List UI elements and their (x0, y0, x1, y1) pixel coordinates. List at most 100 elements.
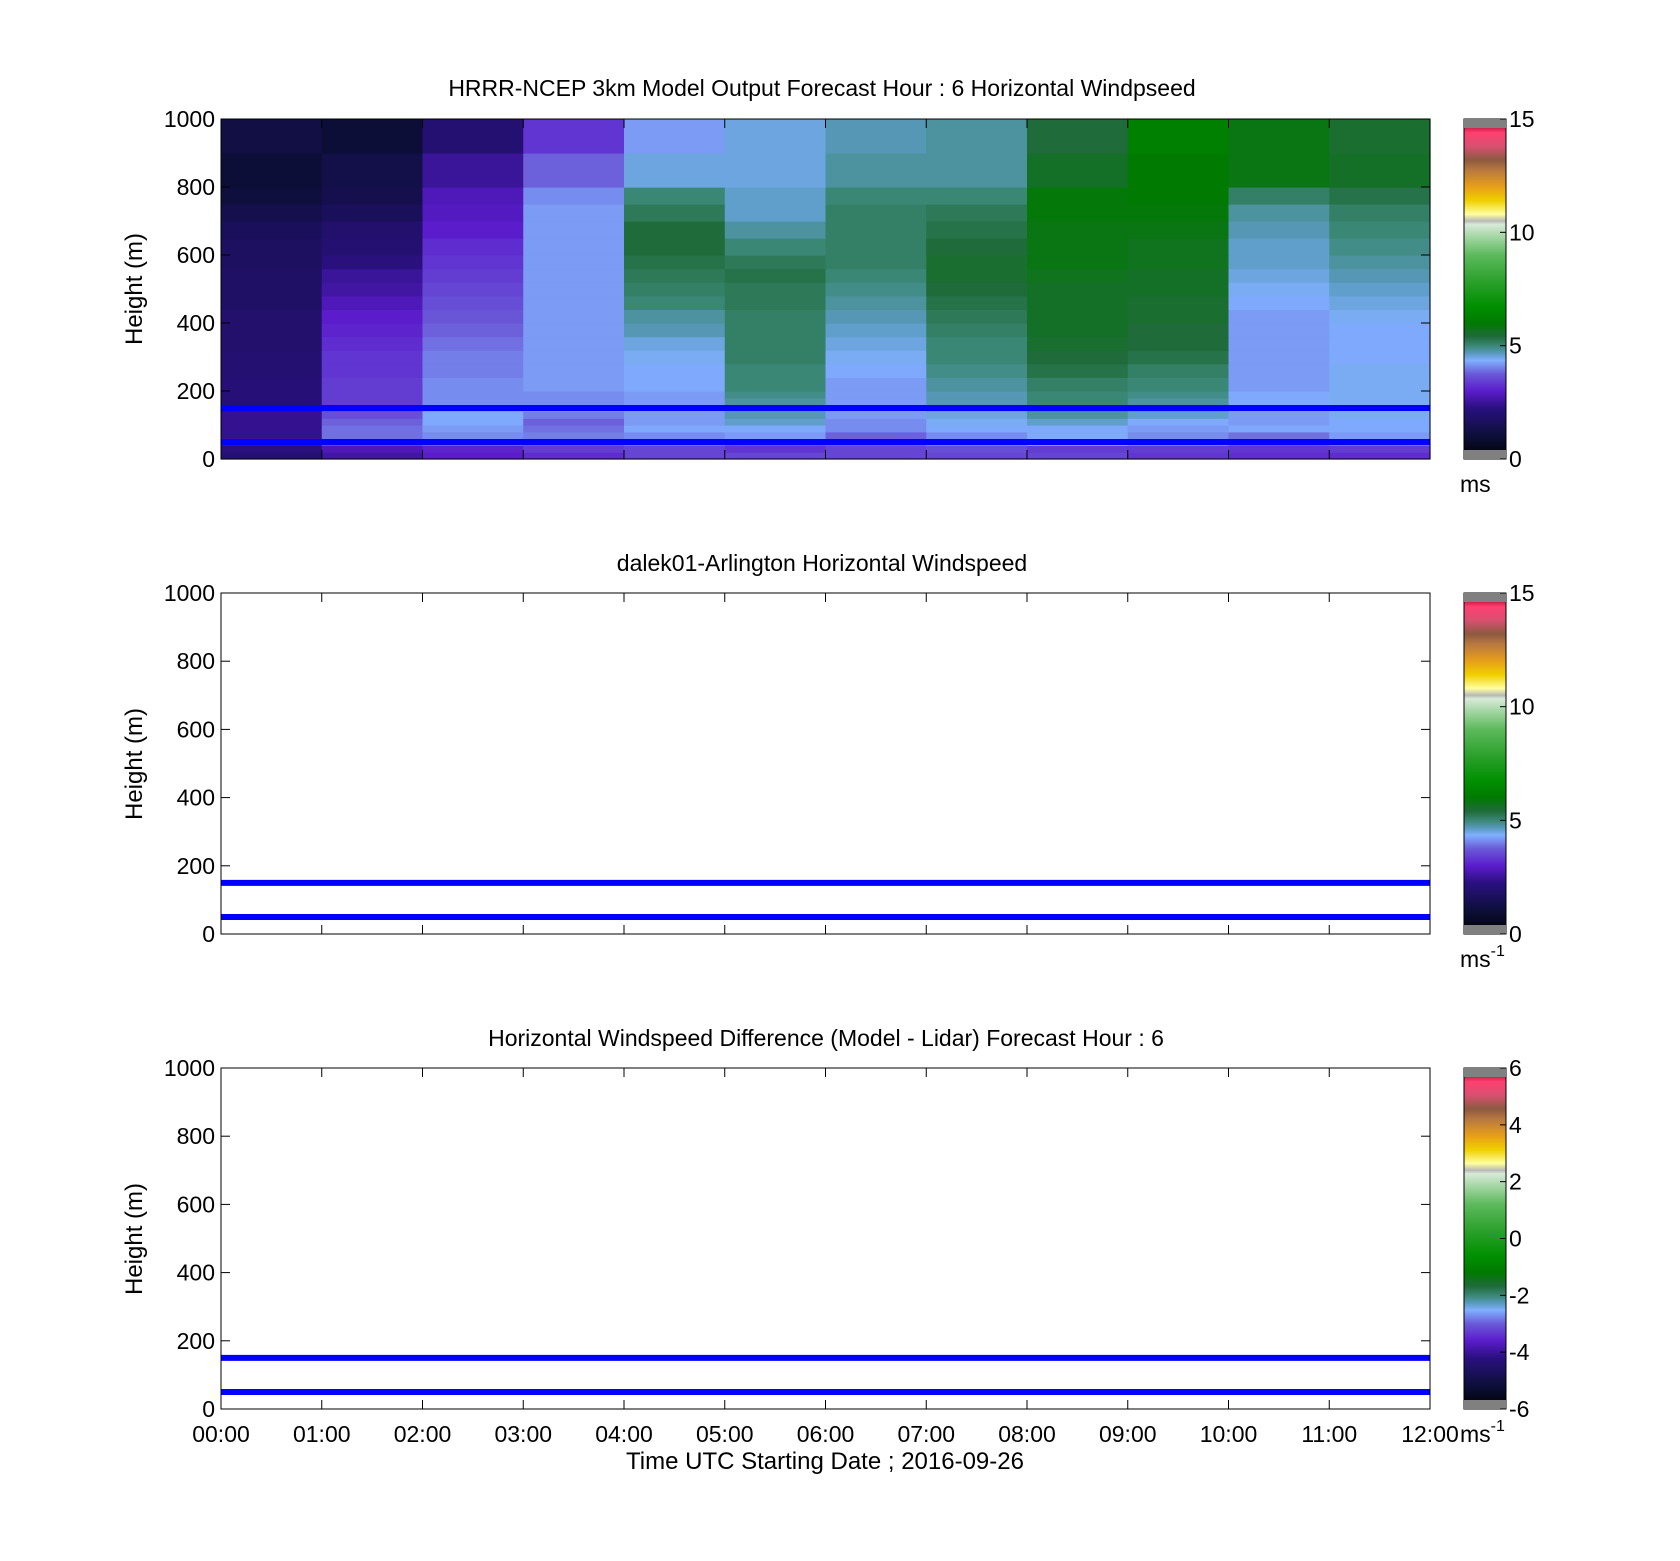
y-tick-label: 1000 (164, 580, 215, 606)
heatmap-cell (221, 445, 323, 453)
heatmap-cell (624, 350, 726, 365)
heatmap-cell (624, 363, 726, 378)
heatmap-cell (321, 268, 424, 283)
heatmap-cell (523, 119, 625, 154)
heatmap-cell (1127, 323, 1230, 338)
x-axis-label: Time UTC Starting Date ; 2016-09-26 (626, 1448, 1024, 1475)
heatmap-cell (724, 418, 827, 426)
heatmap-cell (1228, 268, 1330, 283)
heatmap-cell (422, 418, 524, 426)
heatmap-cell (1329, 336, 1431, 351)
heatmap-cell (624, 336, 726, 351)
heatmap-cell (1027, 336, 1129, 351)
heatmap-cell (422, 397, 524, 406)
heatmap-cell (1329, 397, 1431, 406)
heatmap-cell (321, 295, 424, 310)
heatmap-cell (926, 425, 1028, 433)
heatmap-cell (523, 425, 625, 433)
heatmap-cell (422, 452, 524, 460)
heatmap-cell (422, 309, 524, 324)
heatmap-cell (221, 238, 323, 256)
heatmap-cell (523, 418, 625, 426)
heatmap-cell (321, 309, 424, 324)
heatmap-cell (221, 336, 323, 351)
heatmap-cell (422, 282, 524, 297)
heatmap-cell (926, 119, 1028, 154)
heatmap-cell (926, 238, 1028, 256)
y-tick-label: 1000 (164, 106, 215, 132)
colorbar-tick-label: 10 (1509, 694, 1535, 720)
heatmap-cell (1027, 204, 1129, 222)
heatmap-cell (825, 282, 927, 297)
heatmap-cell (724, 411, 827, 419)
heatmap-cell (1228, 309, 1330, 324)
heatmap-cell (221, 282, 323, 297)
heatmap-cell (724, 397, 827, 406)
heatmap-cell (926, 187, 1028, 205)
y-tick-label: 0 (202, 1396, 215, 1422)
colorbar-over-cap (1464, 593, 1506, 602)
heatmap-cell (1127, 397, 1230, 406)
heatmap-cell (624, 119, 726, 154)
x-tick-label: 10:00 (1200, 1421, 1258, 1447)
heatmap-cell (221, 187, 323, 205)
heatmap-cell (1027, 238, 1129, 256)
heatmap-cell (422, 268, 524, 283)
heatmap-cell (321, 411, 424, 419)
heatmap-cell (422, 255, 524, 270)
x-ticks (220, 119, 1431, 459)
heatmap-cells (221, 119, 1431, 460)
heatmap-cell (1228, 119, 1330, 154)
heatmap-cell (221, 295, 323, 310)
heatmap-cell (1228, 377, 1330, 392)
heatmap-cell (321, 336, 424, 351)
heatmap-cell (926, 350, 1028, 365)
x-tick-label: 07:00 (897, 1421, 955, 1447)
heatmap-cell (523, 323, 625, 338)
y-tick-label: 1000 (164, 1055, 215, 1081)
colorbar-tick-label: 15 (1509, 106, 1535, 132)
colorbar-tick-label: -6 (1509, 1396, 1529, 1422)
heatmap-cell (523, 377, 625, 392)
colorbar: 0 5 10 15 ms-1 (1460, 580, 1535, 972)
heatmap-cell (1127, 282, 1230, 297)
heatmap-cell (724, 309, 827, 324)
heatmap-cell (825, 309, 927, 324)
y-tick-label: 200 (177, 378, 215, 404)
heatmap-cell (825, 431, 927, 440)
heatmap-cell (926, 452, 1028, 460)
colorbar-tick-label: 5 (1509, 333, 1522, 359)
heatmap-cell (221, 377, 323, 392)
y-ticks: 0 200 400 600 800 1000 (164, 106, 1430, 472)
heatmap-cell (1329, 153, 1431, 188)
heatmap-cell (523, 336, 625, 351)
colorbar-under-cap (1464, 925, 1506, 934)
heatmap-cell (1127, 377, 1230, 392)
heatmap-cell (1228, 363, 1330, 378)
heatmap-cell (1127, 452, 1230, 460)
heatmap-cell (422, 350, 524, 365)
heatmap-cell (321, 350, 424, 365)
heatmap-cell (1329, 391, 1431, 399)
heatmap-cell (321, 391, 424, 399)
heatmap-cell (523, 187, 625, 205)
heatmap-cell (1027, 425, 1129, 433)
heatmap-cell (926, 336, 1028, 351)
heatmap-cell (1228, 411, 1330, 419)
heatmap-cell (1127, 425, 1230, 433)
heatmap-cell (624, 309, 726, 324)
heatmap-cell (1027, 255, 1129, 270)
heatmap-cell (926, 153, 1028, 188)
heatmap-cell (422, 411, 524, 419)
heatmap-cell (1228, 452, 1330, 460)
heatmap-cell (825, 445, 927, 453)
heatmap-cell (724, 350, 827, 365)
heatmap-cell (523, 282, 625, 297)
y-tick-label: 200 (177, 853, 215, 879)
heatmap-cell (624, 268, 726, 283)
heatmap-cell (1228, 153, 1330, 188)
panel-difference: Horizontal Windspeed Difference (Model -… (121, 1025, 1530, 1475)
y-tick-label: 400 (177, 310, 215, 336)
heatmap-cell (825, 204, 927, 222)
heatmap-cell (1127, 238, 1230, 256)
